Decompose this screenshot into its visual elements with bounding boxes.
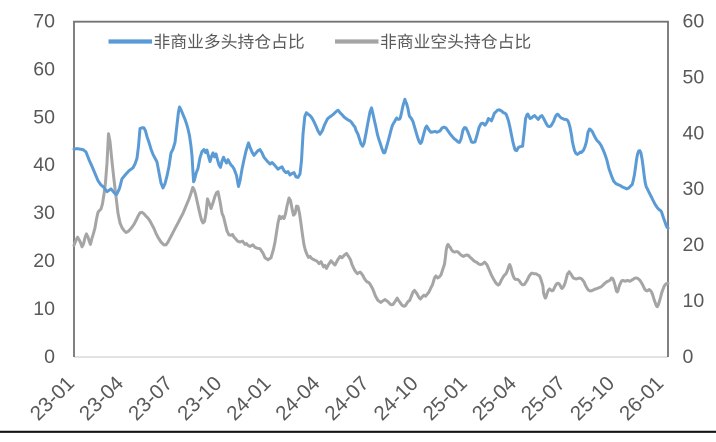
svg-text:10: 10: [33, 298, 55, 320]
svg-text:50: 50: [683, 66, 705, 88]
svg-text:0: 0: [44, 346, 55, 368]
svg-text:40: 40: [683, 122, 705, 144]
svg-text:30: 30: [683, 178, 705, 200]
svg-text:10: 10: [683, 290, 705, 312]
svg-text:30: 30: [33, 202, 55, 224]
svg-text:60: 60: [683, 11, 705, 33]
svg-text:20: 20: [683, 234, 705, 256]
svg-text:0: 0: [683, 346, 694, 368]
svg-text:50: 50: [33, 106, 55, 128]
svg-text:60: 60: [33, 58, 55, 80]
svg-text:40: 40: [33, 154, 55, 176]
svg-text:20: 20: [33, 250, 55, 272]
svg-text:70: 70: [33, 11, 55, 33]
